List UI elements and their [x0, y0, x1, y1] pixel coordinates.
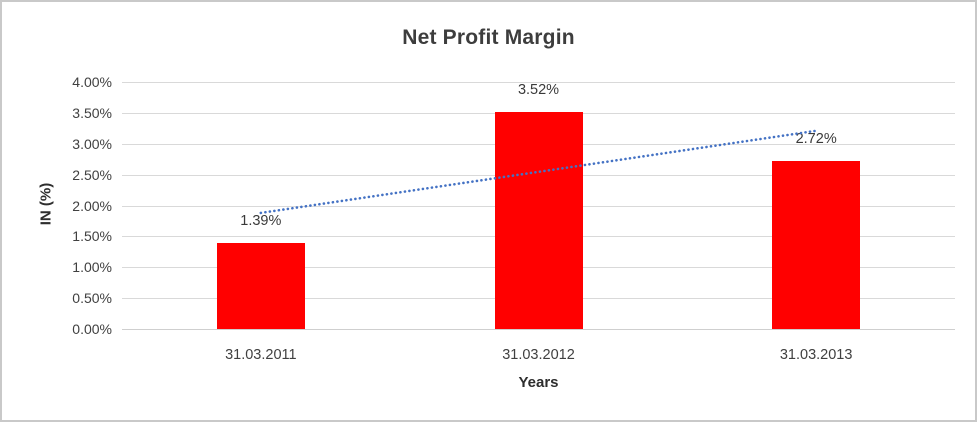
- gridline: [122, 82, 955, 83]
- bar: [772, 161, 861, 329]
- x-tick-label: 31.03.2013: [779, 347, 853, 363]
- y-tick-label: 1.00%: [72, 259, 112, 276]
- bar: [494, 111, 583, 329]
- y-tick-label: 0.50%: [72, 290, 112, 307]
- bar: [216, 243, 305, 329]
- x-tick-label: 31.03.2012: [502, 347, 575, 363]
- gridline: [122, 329, 955, 330]
- y-tick-label: 2.50%: [72, 166, 112, 183]
- bar-data-label: 3.52%: [517, 81, 560, 98]
- y-tick-label: 3.00%: [72, 135, 112, 152]
- y-tick-label: 1.50%: [72, 228, 112, 245]
- y-tick-label: 4.00%: [72, 74, 112, 90]
- chart-title: Net Profit Margin: [402, 26, 575, 49]
- y-tick-label: 3.50%: [72, 104, 112, 121]
- x-axis-title: Years: [518, 374, 559, 391]
- bar-data-label: 2.72%: [795, 131, 837, 148]
- bar-data-label: 1.39%: [240, 213, 282, 230]
- x-tick-label: 31.03.2011: [225, 347, 297, 363]
- y-tick-label: 2.00%: [72, 197, 112, 214]
- y-tick-label: 0.00%: [72, 321, 112, 337]
